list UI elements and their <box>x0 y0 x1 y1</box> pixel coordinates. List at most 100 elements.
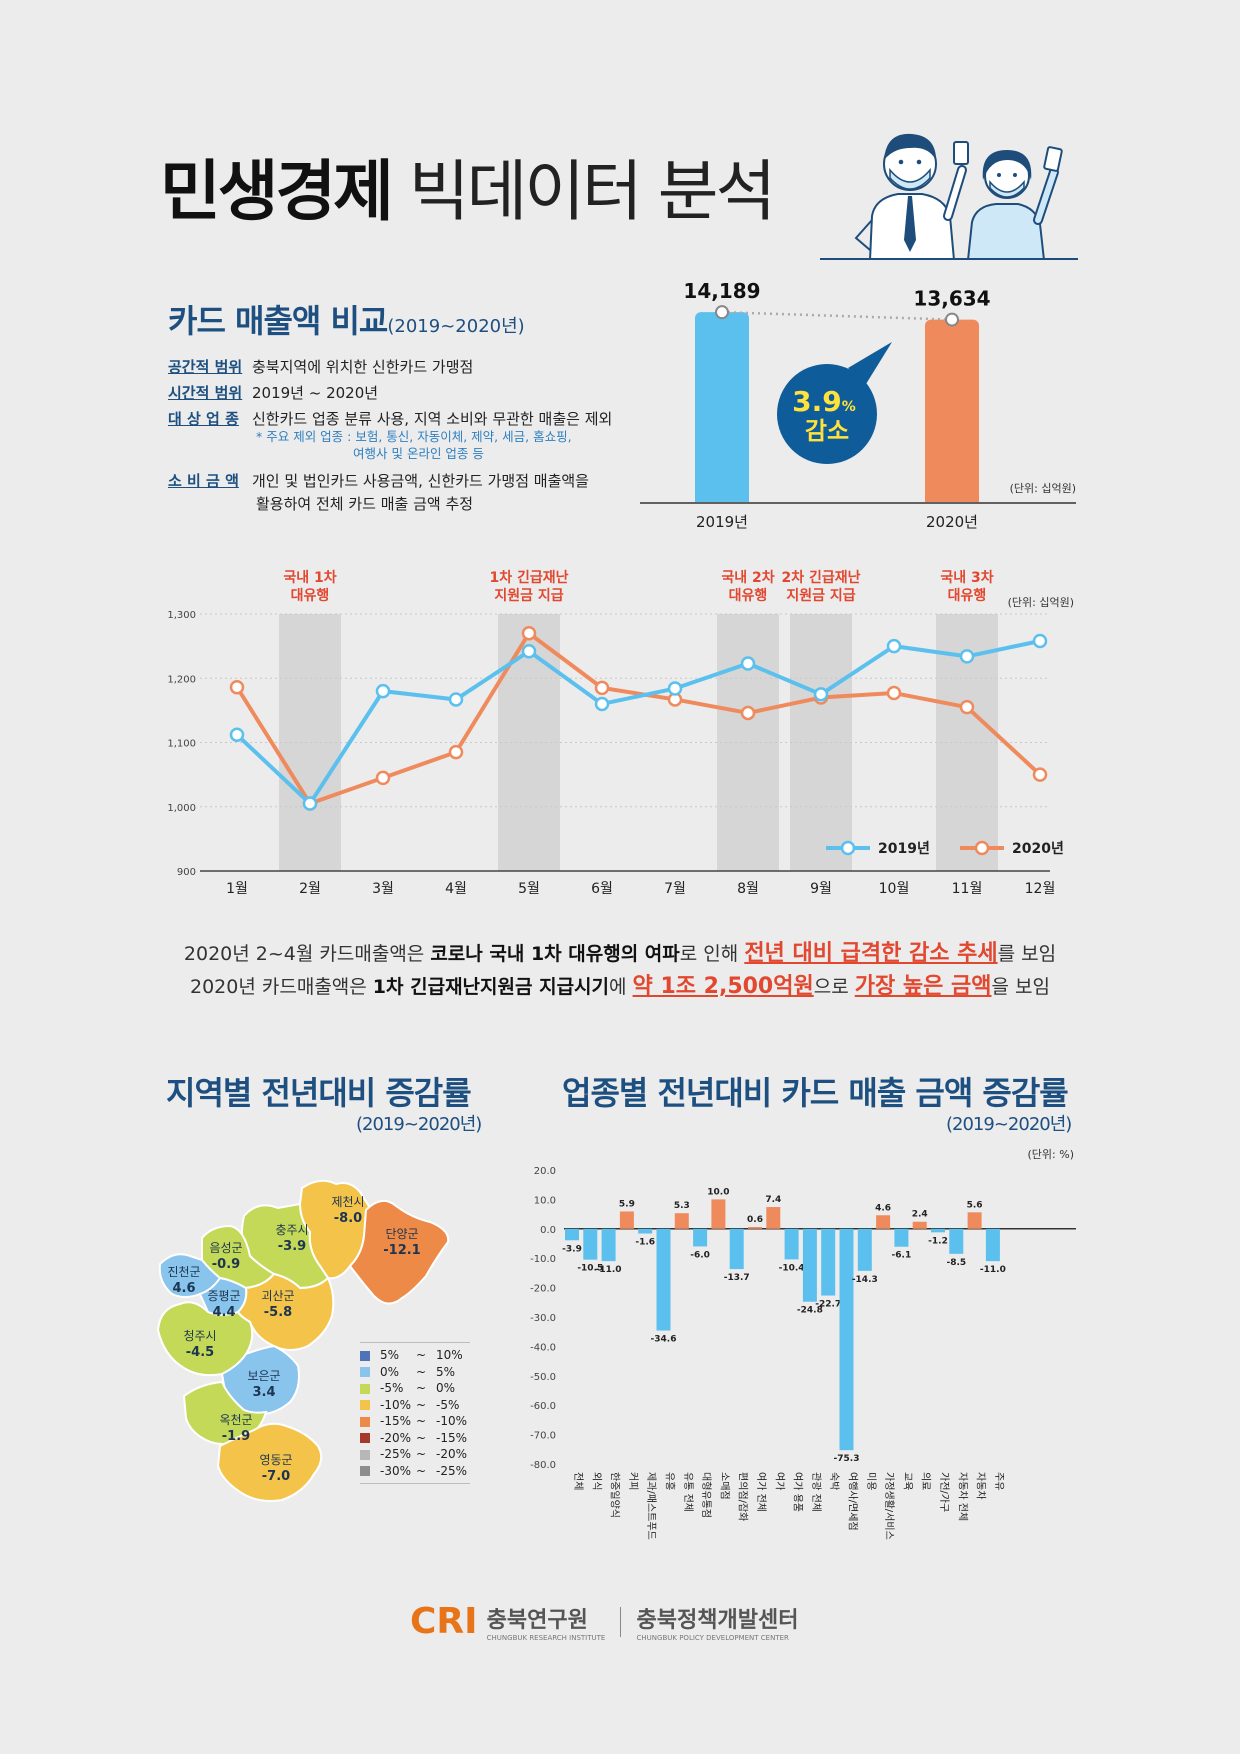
region-label: 진천군 <box>167 1264 200 1279</box>
legend-to: -25% <box>436 1463 468 1478</box>
legend-swatch <box>360 1367 370 1377</box>
x-tick-label: 10월 <box>879 881 910 895</box>
y-tick-label: 900 <box>177 867 196 878</box>
industry-bar <box>931 1228 945 1233</box>
annual-value-label: 14,189 <box>683 280 760 303</box>
event-label: 지원금 지급 <box>494 588 563 604</box>
industry-bar <box>985 1228 1000 1262</box>
industry-bar <box>601 1228 616 1262</box>
info-note-line: * 주요 제외 업종 : 보험, 통신, 자동이체, 제약, 세금, 홈쇼핑, <box>256 429 572 444</box>
x-tick-label: 4월 <box>445 881 467 895</box>
event-label: 국내 2차 <box>721 570 774 586</box>
industry-bar <box>876 1215 891 1229</box>
industry-category-label: 유흥 <box>664 1472 677 1490</box>
man-figure <box>854 133 969 260</box>
industry-value-label: -75.3 <box>834 1454 860 1464</box>
y-tick-label: 1,200 <box>167 674 196 685</box>
region-legend-row: -25% ~ -20% <box>360 1446 470 1463</box>
industry-category-label: 외식 <box>590 1472 602 1490</box>
title-bold: 민생경제 <box>160 153 394 230</box>
x-tick-label: 11월 <box>952 881 983 895</box>
region-legend-row: -15% ~ -10% <box>360 1413 470 1430</box>
region-section-subtitle: (2019~2020년) <box>356 1114 482 1135</box>
annual-point <box>715 305 729 320</box>
annual-category-label: 2020년 <box>926 513 978 531</box>
legend-sep: ~ <box>416 1381 427 1395</box>
series-line-2019년 <box>235 639 1041 806</box>
series-point <box>521 626 537 641</box>
industry-value-label: 7.4 <box>765 1195 781 1205</box>
summary-line-2: 2020년 카드매출액은 1차 긴급재난지원금 지급시기에 약 1조 2,500… <box>0 968 1240 1000</box>
x-tick-label: 2월 <box>299 881 321 895</box>
industry-category-label: 가정생활/서비스 <box>883 1472 896 1540</box>
summary-text: 2020년 카드매출액은 <box>190 976 373 998</box>
legend-from: -20% <box>380 1430 412 1445</box>
decrease-callout: 3.9%감소 <box>777 342 892 464</box>
legend-from: 5% <box>380 1348 400 1362</box>
industry-category-label: 관광 전체 <box>810 1472 822 1512</box>
region-danyang <box>348 1199 450 1305</box>
industry-bar <box>674 1213 689 1229</box>
industry-value-label: -1.2 <box>928 1236 948 1246</box>
region-value: -12.1 <box>383 1243 420 1258</box>
region-label: 보은군 <box>247 1369 280 1383</box>
series-point <box>740 656 756 671</box>
callout-text: 감소 <box>805 417 849 445</box>
footer-divider <box>620 1606 622 1637</box>
region-label: 음성군 <box>209 1241 242 1255</box>
x-tick-label: 8월 <box>737 881 759 895</box>
industry-value-label: 5.3 <box>674 1201 690 1211</box>
legend-swatch <box>360 1449 370 1460</box>
region-label: 옥천군 <box>219 1412 252 1427</box>
card-section-title: 카드 매출액 비교(2019~2020년) <box>168 296 525 342</box>
card-section-title-text: 카드 매출액 비교 <box>168 302 388 340</box>
legend-swatch <box>360 1400 370 1410</box>
woman-figure <box>966 146 1063 260</box>
x-tick-label: 6월 <box>591 881 613 895</box>
series-point <box>594 696 610 712</box>
legend-swatch <box>360 1383 370 1394</box>
series-point <box>229 679 245 695</box>
region-value: -3.9 <box>278 1239 306 1254</box>
industry-category-label: 자동차 전체 <box>956 1472 968 1521</box>
event-label: 국내 3차 <box>940 570 993 586</box>
series-point <box>448 744 464 760</box>
region-value: -7.0 <box>262 1469 290 1484</box>
series-point <box>375 683 391 699</box>
x-tick-label: 7월 <box>664 881 686 895</box>
footer-org1-name: 충북연구원 <box>486 1607 588 1633</box>
industry-value-label: -11.0 <box>980 1265 1006 1275</box>
industry-value-label: -3.9 <box>562 1244 582 1254</box>
industry-value-label: -22.7 <box>815 1300 841 1310</box>
legend-from: -30% <box>380 1463 412 1478</box>
industry-value-label: -6.0 <box>690 1250 710 1260</box>
industry-value-label: -13.7 <box>724 1273 750 1283</box>
chungbuk-region-map: 제천시 -8.0 단양군 -12.1 충주시 -3.9 음성군 -0.9 진천군… <box>156 1179 450 1502</box>
region-value: 4.6 <box>172 1281 195 1296</box>
annual-bar-body <box>925 327 979 502</box>
region-label: 단양군 <box>385 1227 418 1241</box>
callout-value: 3.9% <box>792 385 856 418</box>
summary-text: 에 <box>609 976 633 998</box>
summary-line-1: 2020년 2~4월 카드매출액은 코로나 국내 1차 대유행의 여파로 인해 … <box>0 935 1240 967</box>
info-key: 소 비 금 액 <box>168 472 239 490</box>
industry-category-label: 여가 <box>773 1472 785 1490</box>
region-value: -4.5 <box>186 1345 214 1360</box>
industry-category-label: 편의점/잡화 <box>737 1472 749 1521</box>
industry-bar <box>912 1221 927 1229</box>
region-legend-row: -20% ~ -15% <box>360 1430 470 1447</box>
y-tick-label: -50.0 <box>530 1372 556 1383</box>
title-underline <box>820 258 1078 260</box>
region-label: 영동군 <box>259 1453 292 1467</box>
footer: CRI 충북연구원 CHUNGBUK RESEARCH INSTITUTE 충북… <box>410 1601 798 1642</box>
info-value: 충북지역에 위치한 신한카드 가맹점 <box>252 358 474 376</box>
region-label: 괴산군 <box>261 1289 294 1303</box>
series-point <box>740 705 756 721</box>
industry-category-label: 소매점 <box>718 1472 730 1500</box>
legend-from: -25% <box>380 1447 412 1461</box>
footer-org1-en: CHUNGBUK RESEARCH INSTITUTE <box>486 1633 606 1642</box>
info-note: * 주요 제외 업종 : 보험, 통신, 자동이체, 제약, 세금, 홈쇼핑, … <box>256 428 572 462</box>
event-label: 1차 긴급재난 <box>489 569 568 586</box>
